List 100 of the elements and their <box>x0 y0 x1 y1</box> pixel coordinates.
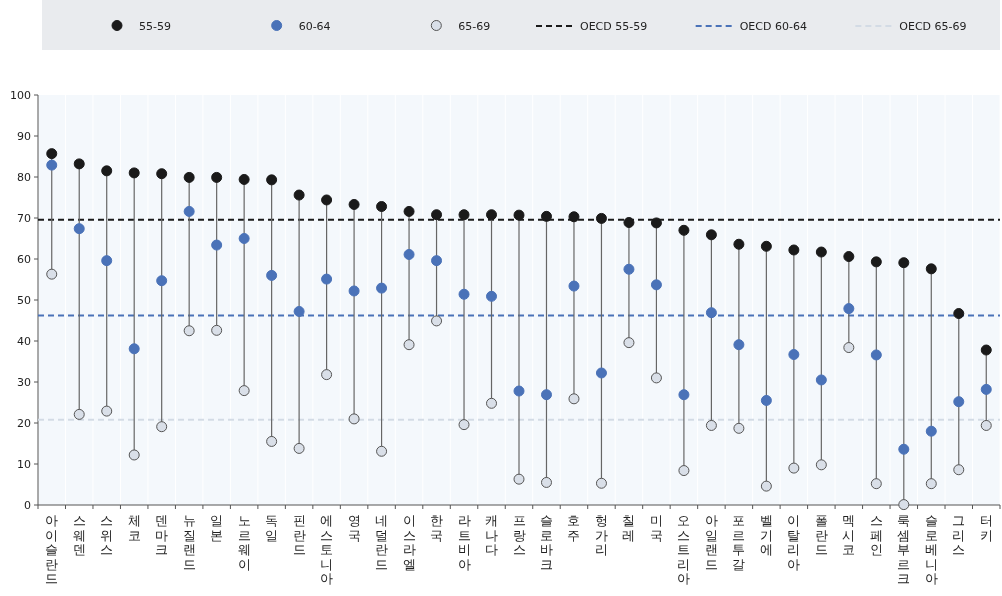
x-tick-label: 이탈리아 <box>787 513 801 572</box>
point <box>156 168 168 180</box>
x-tick-label: 미국 <box>649 513 663 543</box>
point <box>788 244 800 256</box>
point <box>980 383 992 395</box>
x-tick-label: 아일랜드 <box>704 513 718 572</box>
y-tick-label: 60 <box>17 253 31 266</box>
point <box>540 210 552 222</box>
legend-label: OECD 65-69 <box>899 20 967 33</box>
x-tick-label: 스위스 <box>100 513 114 557</box>
point <box>733 238 745 250</box>
point <box>46 148 58 160</box>
x-tick-label: 독일 <box>265 513 279 543</box>
point <box>73 158 85 170</box>
point <box>595 367 607 379</box>
x-tick-label: 스웨덴 <box>72 513 86 557</box>
point <box>760 480 772 492</box>
point <box>513 473 525 485</box>
point <box>101 165 113 177</box>
x-tick-label: 일본 <box>210 513 224 543</box>
point <box>348 198 360 210</box>
point <box>183 171 195 183</box>
point <box>953 396 965 408</box>
point <box>650 372 662 384</box>
point <box>46 159 58 171</box>
point <box>898 443 910 455</box>
point <box>156 275 168 287</box>
point <box>101 405 113 417</box>
legend-label: 65-69 <box>458 20 491 33</box>
point <box>925 478 937 490</box>
point <box>458 419 470 431</box>
point <box>376 445 388 457</box>
point <box>733 422 745 434</box>
point <box>128 167 140 179</box>
x-tick-label: 멕시코 <box>842 513 856 557</box>
point <box>815 246 827 258</box>
point <box>73 223 85 235</box>
point <box>898 257 910 269</box>
x-tick-label: 핀란드 <box>292 513 306 557</box>
point <box>870 478 882 490</box>
x-tick-label: 벨기에 <box>759 513 773 557</box>
point <box>980 344 992 356</box>
point <box>403 205 415 217</box>
point <box>101 255 113 267</box>
point <box>540 476 552 488</box>
x-tick-label: 오스트리아 <box>677 513 691 586</box>
point <box>403 248 415 260</box>
x-tick-label: 네덜란드 <box>375 513 389 572</box>
point <box>678 389 690 401</box>
point <box>623 217 635 229</box>
x-tick-label: 프랑스 <box>512 513 526 557</box>
point <box>870 256 882 268</box>
point <box>623 263 635 275</box>
point <box>211 171 223 183</box>
point <box>650 217 662 229</box>
point <box>705 419 717 431</box>
point <box>925 425 937 437</box>
x-tick-label: 체코 <box>127 513 141 543</box>
point <box>513 385 525 397</box>
point <box>128 343 140 355</box>
x-tick-label: 슬로바크 <box>539 513 553 572</box>
point <box>156 421 168 433</box>
y-tick-label: 80 <box>17 171 31 184</box>
y-tick-label: 50 <box>17 294 31 307</box>
point <box>73 408 85 420</box>
point <box>431 209 443 221</box>
point <box>321 273 333 285</box>
point <box>953 464 965 476</box>
point <box>376 201 388 213</box>
point <box>760 240 772 252</box>
point <box>293 189 305 201</box>
point <box>486 397 498 409</box>
point <box>815 374 827 386</box>
legend-label: 60-64 <box>298 20 331 33</box>
x-tick-label: 라트비아 <box>457 513 471 572</box>
point <box>815 459 827 471</box>
x-tick-label: 포르투갈 <box>732 513 746 572</box>
point <box>293 305 305 317</box>
y-tick-label: 70 <box>17 212 31 225</box>
x-tick-label: 칠레 <box>622 513 636 543</box>
point <box>238 173 250 185</box>
point <box>183 325 195 337</box>
point <box>266 435 278 447</box>
legend-label: OECD 55-59 <box>580 20 648 33</box>
point <box>348 413 360 425</box>
x-tick-label: 아이슬란드 <box>45 513 59 586</box>
y-tick-label: 0 <box>24 499 31 512</box>
y-tick-label: 40 <box>17 335 31 348</box>
point <box>266 269 278 281</box>
point <box>293 442 305 454</box>
x-tick-label: 캐나다 <box>485 513 499 557</box>
legend-label: 55-59 <box>139 20 171 33</box>
point <box>595 212 607 224</box>
point <box>568 393 580 405</box>
point <box>458 288 470 300</box>
point <box>568 211 580 223</box>
y-tick-label: 90 <box>17 130 31 143</box>
point <box>980 419 992 431</box>
x-tick-label: 슬로베니아 <box>924 513 938 586</box>
point <box>348 285 360 297</box>
